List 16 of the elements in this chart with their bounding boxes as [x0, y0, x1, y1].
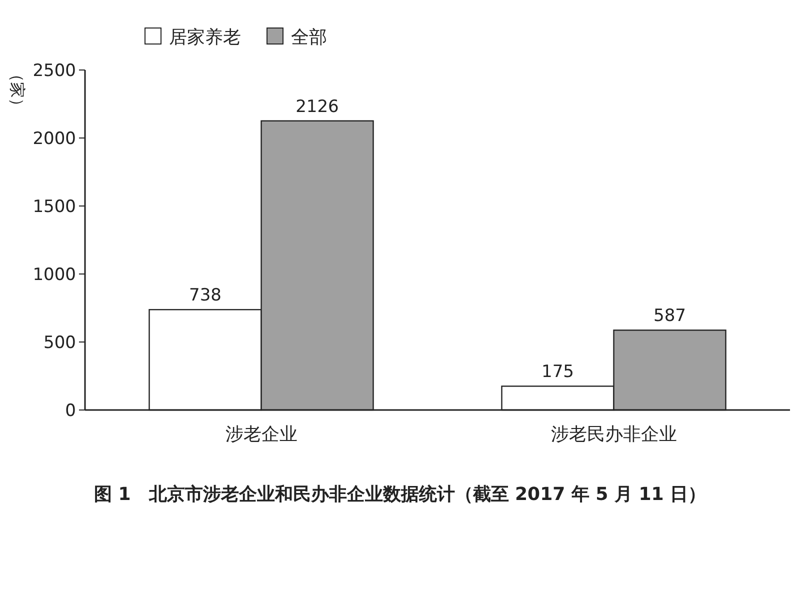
data-label: 738	[189, 286, 222, 306]
x-tick-label: 涉老企业	[225, 424, 298, 445]
y-tick-label: 1500	[32, 197, 76, 217]
y-tick-label: 1000	[32, 265, 76, 285]
y-tick-label: 0	[65, 401, 76, 421]
y-axis-title: （家）	[8, 66, 27, 114]
data-label: 587	[654, 306, 686, 326]
y-tick-label: 500	[44, 333, 76, 353]
data-label: 175	[542, 362, 574, 382]
caption: 图 1 北京市涉老企业和民办非企业数据统计（截至 2017 年 5 月 11 日）	[94, 484, 706, 505]
legend-label: 全部	[291, 27, 327, 48]
y-tick-label: 2000	[32, 129, 76, 149]
legend-label: 居家养老	[169, 27, 241, 48]
y-tick-label: 2500	[32, 61, 76, 81]
x-tick-label: 涉老民办非企业	[550, 424, 677, 445]
data-label: 2126	[296, 96, 339, 117]
